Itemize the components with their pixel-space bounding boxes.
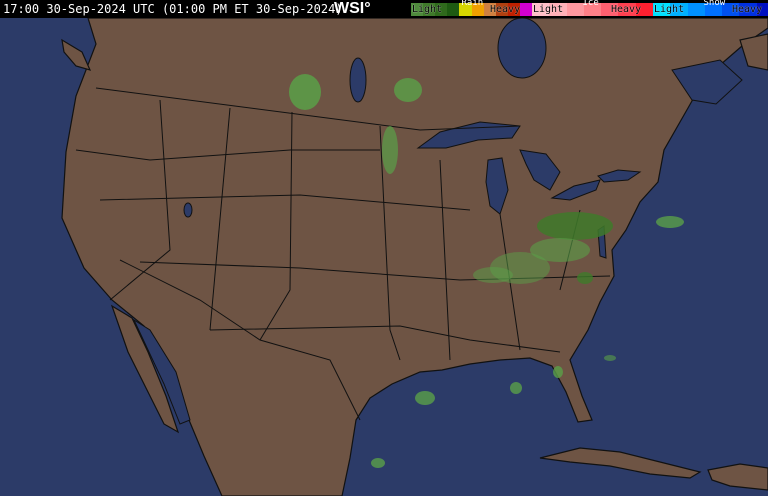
legend-swatch-ice xyxy=(635,3,654,16)
legend-snow-heavy: Heavy xyxy=(732,4,763,15)
lake-winnipeg xyxy=(349,57,367,103)
legend-ice-heavy: Heavy xyxy=(611,4,642,15)
legend-swatch-snow xyxy=(687,3,706,16)
lake-erie xyxy=(550,179,601,201)
legend-ice-light: Light xyxy=(533,4,564,15)
legend-swatch-snow xyxy=(670,3,689,16)
radar-echo xyxy=(382,126,398,174)
radar-echoes xyxy=(289,74,684,468)
legend-snow-label: Snow xyxy=(703,0,726,8)
legend-rain-light: Light xyxy=(412,4,443,15)
radar-echo xyxy=(537,212,613,240)
legend-swatch-rain xyxy=(495,3,509,16)
legend-swatch-ice xyxy=(566,3,585,16)
hudson-bay-region-water xyxy=(497,17,547,79)
precip-legend: Light Heavy Rain Light Heavy Ice Light Heavy Sno… xyxy=(411,0,768,16)
radar-echo xyxy=(371,458,385,468)
north-america-landmass xyxy=(61,17,768,496)
header-bar: 17:00 30-Sep-2024 UTC (01:00 PM ET 30-Se… xyxy=(0,0,768,18)
legend-swatch-snow xyxy=(704,3,723,16)
radar-echo xyxy=(530,238,590,262)
newfoundland xyxy=(739,33,768,71)
legend-swatch-ice xyxy=(549,3,568,16)
radar-echo xyxy=(473,267,513,283)
gulf-of-california xyxy=(132,318,191,425)
baja-california xyxy=(110,304,180,434)
radar-echo xyxy=(415,391,435,405)
radar-echo xyxy=(604,355,616,361)
legend-swatch-snow xyxy=(653,3,671,16)
state-borders xyxy=(75,87,611,421)
legend-swatch-rain xyxy=(507,3,521,16)
legend-ice-label: Ice xyxy=(582,0,599,8)
legend-swatch-rain xyxy=(483,3,497,16)
legend-swatch-rain xyxy=(411,3,424,16)
legend-swatch-rain xyxy=(459,3,472,16)
radar-echo xyxy=(394,78,422,102)
legend-swatch-snow xyxy=(722,3,740,16)
legend-swatch-snow xyxy=(739,3,758,16)
lake-ontario xyxy=(597,169,642,183)
gulf-of-st-lawrence xyxy=(671,59,743,105)
legend-swatch-rain xyxy=(423,3,436,16)
legend-swatch-ice xyxy=(618,3,637,16)
legend-rain-label: Rain xyxy=(461,0,484,8)
radar-echo xyxy=(553,366,563,378)
wsi-logo: WSI° xyxy=(334,0,371,17)
legend-rain-heavy: Heavy xyxy=(490,4,521,15)
vancouver-island xyxy=(61,38,92,71)
lake-superior xyxy=(416,121,521,149)
radar-echo xyxy=(656,216,684,228)
lake-huron xyxy=(519,149,561,191)
legend-swatch-rain xyxy=(471,3,485,16)
legend-snow-light: Light xyxy=(654,4,685,15)
legend-swatch-ice xyxy=(532,3,550,16)
radar-echo xyxy=(510,382,522,394)
legend-swatch-rain xyxy=(435,3,448,16)
legend-swatch-rain xyxy=(447,3,460,16)
legend-swatch-ice xyxy=(601,3,619,16)
legend-swatch-snow xyxy=(756,3,768,16)
radar-echo xyxy=(577,272,593,284)
radar-echo xyxy=(289,74,321,110)
cuba xyxy=(539,447,702,479)
hispaniola xyxy=(707,463,768,491)
legend-swatch-ice xyxy=(583,3,602,16)
great-salt-lake xyxy=(183,202,193,218)
timestamp: 17:00 30-Sep-2024 UTC (01:00 PM ET 30-Se… xyxy=(3,2,343,16)
legend-swatch-rain xyxy=(519,3,533,16)
